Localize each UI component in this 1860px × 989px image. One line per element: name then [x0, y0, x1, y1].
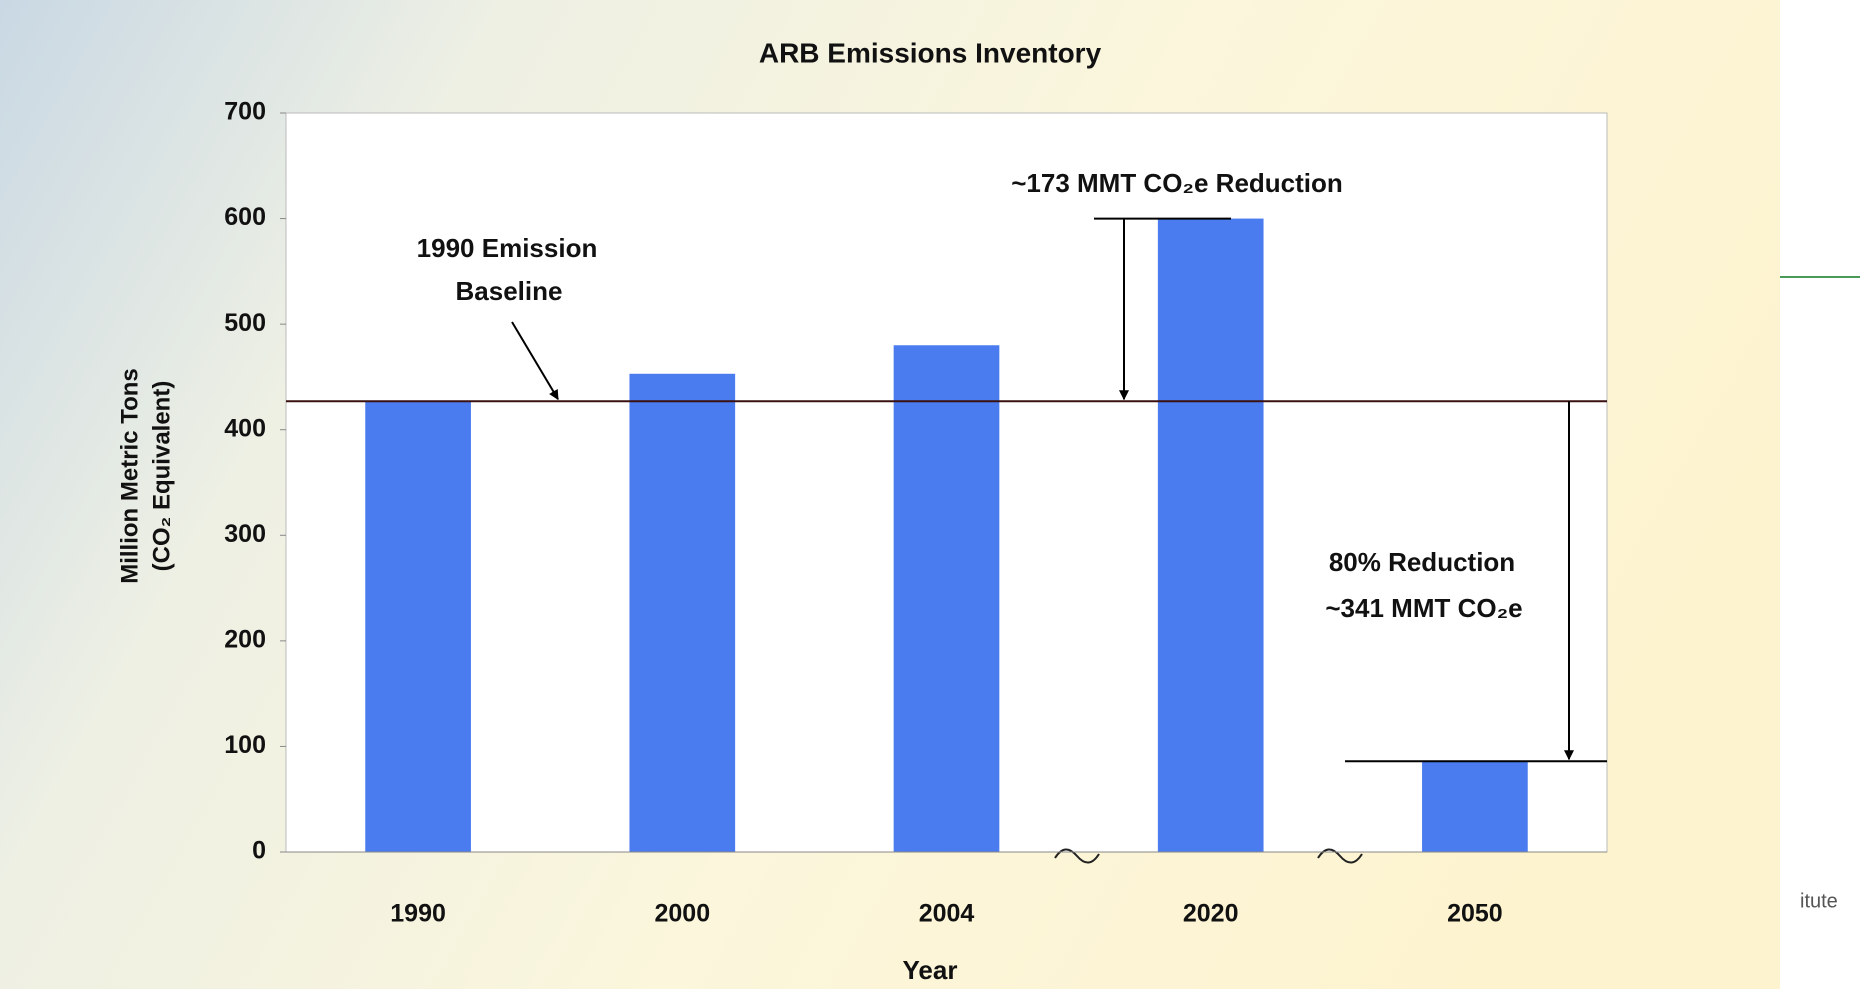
- y-axis-title: Million Metric Tons: [116, 368, 143, 584]
- arrow: [511, 321, 559, 401]
- axis-break: [1317, 848, 1363, 864]
- bar: [893, 345, 1000, 852]
- bar: [1422, 761, 1528, 852]
- y-tick-label: 300: [224, 520, 266, 548]
- annotation: Baseline: [456, 276, 563, 306]
- x-tick-label: 2004: [919, 900, 975, 928]
- y-tick-label: 600: [224, 203, 266, 231]
- y-tick-label: 200: [224, 625, 266, 653]
- annotation: 80% Reduction: [1329, 547, 1515, 577]
- x-axis-title: Year: [903, 955, 958, 985]
- annotation: ~341 MMT CO₂e: [1325, 593, 1522, 623]
- bar: [629, 373, 736, 852]
- bar: [1157, 218, 1264, 853]
- annotation: ~173 MMT CO₂e Reduction: [1011, 168, 1343, 198]
- y-axis-title: (CO₂ Equivalent): [148, 381, 175, 572]
- y-tick-label: 500: [224, 309, 266, 337]
- annotation: 1990 Emission: [417, 233, 598, 263]
- slide-margin: [1780, 0, 1860, 989]
- x-tick-label: 2000: [654, 900, 710, 928]
- y-tick-label: 100: [224, 731, 266, 759]
- background-text: itute: [1800, 890, 1838, 912]
- x-tick-label: 2020: [1183, 900, 1239, 928]
- chart-title: ARB Emissions Inventory: [759, 37, 1102, 68]
- x-tick-label: 2050: [1447, 900, 1503, 928]
- bar: [365, 401, 471, 852]
- y-tick-label: 700: [224, 98, 266, 126]
- axis-break: [1054, 848, 1100, 864]
- y-tick-label: 400: [224, 414, 266, 442]
- y-tick-label: 0: [252, 837, 266, 865]
- x-tick-label: 1990: [390, 900, 446, 928]
